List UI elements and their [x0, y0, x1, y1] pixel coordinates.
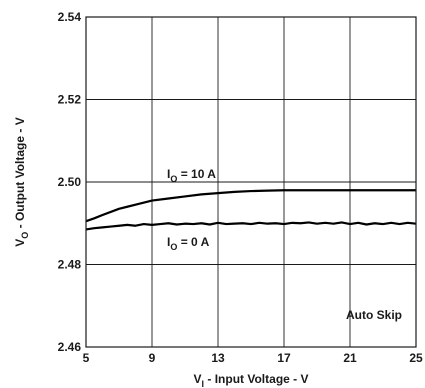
y-tick-label: 2.50: [58, 175, 82, 189]
series-line-io-10a: [85, 189, 416, 223]
x-tick-label: 13: [211, 351, 225, 365]
plot-frame: [85, 16, 417, 348]
series-label-io-10a: IO = 10 A: [167, 167, 216, 184]
y-tick-label: 2.54: [58, 10, 82, 24]
x-tick-label: 25: [409, 351, 423, 365]
tick-layer: 5 9 13 17 21 25 2.46 2.48 2.50 2.52 2.54: [58, 10, 423, 365]
y-tick-label: 2.48: [58, 258, 82, 272]
series-label-io-0a: IO = 0 A: [167, 235, 210, 252]
x-tick-label: 5: [83, 351, 90, 365]
series-layer: [85, 189, 417, 231]
x-axis-label: VI - Input Voltage - V: [194, 372, 309, 388]
y-axis-label: VO - Output Voltage - V: [13, 117, 30, 246]
x-tick-label: 9: [149, 351, 156, 365]
y-tick-label: 2.46: [58, 340, 82, 354]
x-tick-label: 21: [343, 351, 357, 365]
x-tick-label: 17: [277, 351, 291, 365]
grid-layer: [86, 17, 416, 347]
label-layer: IO = 10 A IO = 0 A VI - Input Voltage - V V…: [13, 117, 402, 388]
annotation-auto-skip: Auto Skip: [346, 308, 402, 322]
y-tick-label: 2.52: [58, 93, 82, 107]
series-line-io-0a: [85, 221, 417, 231]
